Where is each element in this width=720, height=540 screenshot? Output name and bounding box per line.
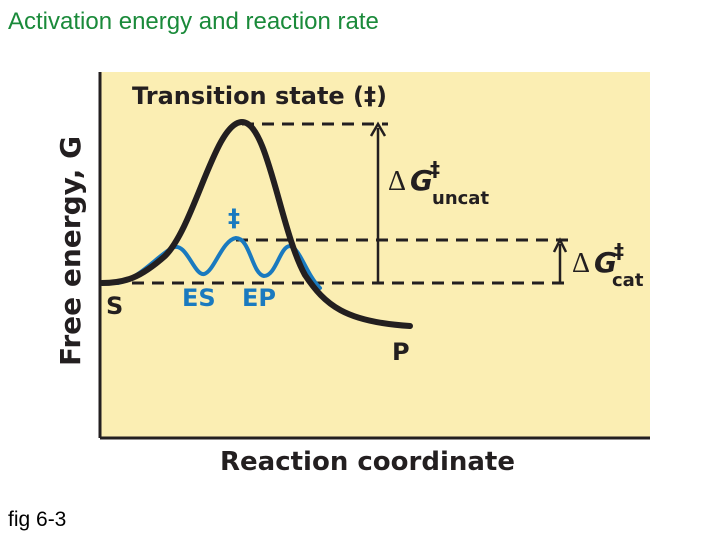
delta-g-cat-subscript: cat — [612, 270, 644, 291]
delta-g-uncat-arrowhead — [369, 121, 387, 137]
transition-state-label: Transition state (‡) — [132, 82, 387, 110]
delta-g-uncat-dagger: ‡ — [430, 157, 440, 181]
plot-panel — [100, 72, 650, 438]
slide-title: Activation energy and reaction rate — [8, 8, 379, 35]
substrate-label: S — [106, 292, 123, 320]
delta-g-uncat-subscript: uncat — [432, 188, 489, 209]
delta-g-cat-g: G — [594, 246, 617, 279]
product-label: P — [392, 338, 410, 366]
delta-g-uncat-g: G — [410, 164, 433, 197]
x-axis-label: Reaction coordinate — [220, 447, 515, 477]
uncatalyzed-curve — [99, 118, 413, 329]
delta-g-cat-arrowhead — [552, 237, 568, 253]
delta-g-cat-dagger: ‡ — [614, 239, 624, 263]
delta-g-cat-delta: Δ — [572, 248, 590, 279]
ep-label: EP — [242, 284, 276, 312]
delta-g-uncat-delta: Δ — [388, 166, 406, 197]
es-label: ES — [182, 284, 216, 312]
y-axis-label: Free energy, G — [54, 136, 87, 366]
enzyme-dagger-label: ‡ — [228, 204, 240, 232]
figure-caption: fig 6-3 — [8, 508, 67, 531]
